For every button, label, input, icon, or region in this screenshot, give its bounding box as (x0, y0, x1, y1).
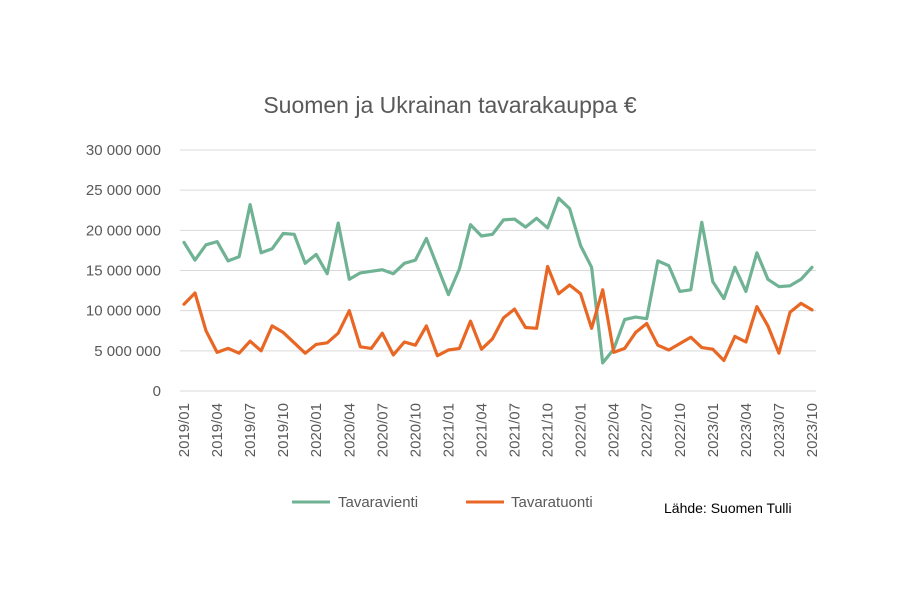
x-tick-label: 2019/07 (242, 403, 259, 457)
y-tick-label: 25 000 000 (86, 182, 161, 199)
y-tick-label: 5 000 000 (94, 343, 161, 360)
x-axis-tick-labels: 2019/01 2019/04 2019/07 2019/10 2020/01 2020/… (176, 403, 821, 457)
chart-title: Suomen ja Ukrainan tavarakauppa € (263, 92, 637, 118)
series-line-tavaratuonti (182, 264, 814, 363)
legend-label-tavaratuonti: Tavaratuonti (511, 494, 593, 511)
legend-label-tavaravienti: Tavaravienti (338, 494, 418, 511)
source-note: Lähde: Suomen Tulli (664, 500, 792, 516)
x-tick-label: 2022/10 (672, 403, 689, 457)
x-tick-label: 2020/07 (374, 403, 391, 457)
x-tick-label: 2020/10 (407, 403, 424, 457)
x-tick-label: 2019/04 (209, 403, 226, 457)
x-tick-label: 2021/04 (473, 403, 490, 457)
gridlines (180, 149, 816, 392)
x-tick-label: 2021/01 (440, 403, 457, 457)
y-tick-label: 0 (153, 383, 161, 400)
x-tick-label: 2021/07 (507, 403, 524, 457)
x-tick-label: 2021/10 (540, 403, 557, 457)
y-tick-label: 30 000 000 (86, 142, 161, 159)
x-tick-label: 2019/01 (176, 403, 193, 457)
y-tick-label: 20 000 000 (86, 222, 161, 239)
x-tick-label: 2023/10 (804, 403, 821, 457)
legend: Tavaravienti Tavaratuonti (292, 494, 593, 511)
x-tick-label: 2020/04 (341, 403, 358, 457)
x-tick-label: 2023/07 (771, 403, 788, 457)
y-tick-label: 10 000 000 (86, 303, 161, 320)
y-tick-label: 15 000 000 (86, 263, 161, 280)
x-tick-label: 2023/04 (738, 403, 755, 457)
x-tick-label: 2023/01 (705, 403, 722, 457)
x-tick-label: 2022/01 (573, 403, 590, 457)
x-tick-label: 2019/10 (275, 403, 292, 457)
x-tick-label: 2022/04 (606, 403, 623, 457)
x-tick-label: 2020/01 (308, 403, 325, 457)
series-line-tavaravienti (182, 196, 814, 365)
x-tick-label: 2022/07 (639, 403, 656, 457)
y-axis-tick-labels: 0 5 000 000 10 000 000 15 000 000 20 000 000… (86, 142, 161, 400)
series-lines (182, 196, 814, 365)
